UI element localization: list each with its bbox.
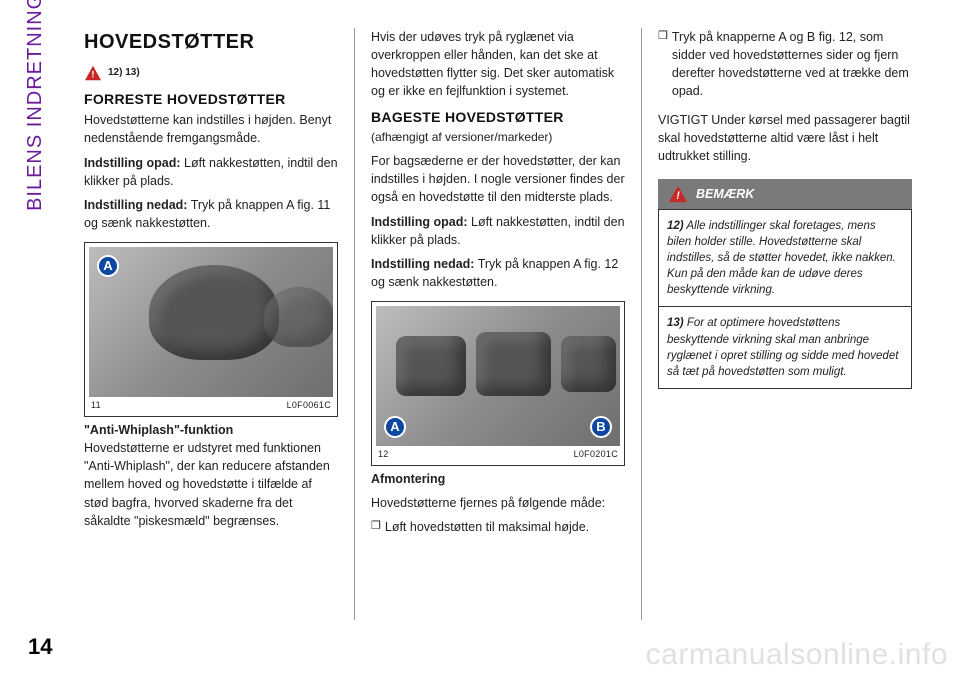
adjust-up-label: Indstilling opad:: [84, 156, 181, 170]
front-headrests-heading: FORRESTE HOVEDSTØTTER: [84, 89, 338, 109]
content-columns: HOVEDSTØTTER ! 12) 13) FORRESTE HOVEDSTØ…: [68, 28, 928, 620]
bullet-item: ❒ Tryk på knapperne A og B fig. 12, som …: [658, 28, 912, 101]
page-number: 14: [28, 634, 52, 660]
figure-badge-a: A: [384, 416, 406, 438]
column-2: Hvis der udøves tryk på ryglænet via ove…: [354, 28, 641, 620]
figure-11-caption: 11 L0F0061C: [89, 397, 333, 412]
figure-badge-a: A: [97, 255, 119, 277]
figure-12-image: A B: [376, 306, 620, 446]
warning-triangle-icon: !: [668, 185, 688, 203]
figure-12-caption: 12 L0F0201C: [376, 446, 620, 461]
figure-12: A B 12 L0F0201C: [371, 301, 625, 466]
figure-11: A 11 L0F0061C: [84, 242, 338, 417]
warning-ref-numbers: 12) 13): [108, 66, 140, 81]
figure-number: 12: [378, 448, 389, 461]
note-13-text: For at optimere hovedstøttens beskyttend…: [667, 317, 898, 377]
removal-heading: Afmontering: [371, 470, 625, 488]
removal-intro: Hovedstøtterne fjernes på følgende måde:: [371, 494, 625, 512]
paragraph: Indstilling opad: Løft nakkestøtten, ind…: [371, 213, 625, 249]
bullet-icon: ❒: [371, 518, 381, 536]
note-banner: ! BEMÆRK: [658, 179, 912, 209]
note-13-num: 13): [667, 317, 684, 329]
paragraph: Indstilling nedad: Tryk på knappen A fig…: [84, 196, 338, 232]
svg-text:!: !: [91, 69, 94, 80]
anti-whiplash-title: "Anti-Whiplash"-funktion: [84, 423, 233, 437]
note-12: 12) Alle indstillinger skal foretages, m…: [658, 209, 912, 307]
note-12-text: Alle indstillinger skal foretages, mens …: [667, 220, 896, 296]
bullet-text: Løft hovedstøtten til maksimal højde.: [385, 518, 589, 536]
figure-code: L0F0061C: [287, 399, 331, 412]
bullet-text: Tryk på knapperne A og B fig. 12, som si…: [672, 28, 912, 101]
figure-number: 11: [91, 399, 101, 412]
paragraph: Hovedstøtterne kan indstilles i højden. …: [84, 111, 338, 147]
bullet-icon: ❒: [658, 28, 668, 101]
column-3: ❒ Tryk på knapperne A og B fig. 12, som …: [641, 28, 928, 620]
paragraph: For bagsæderne er der hovedstøtter, der …: [371, 152, 625, 206]
note-13: 13) For at optimere hovedstøttens beskyt…: [658, 307, 912, 388]
main-heading: HOVEDSTØTTER: [84, 28, 338, 57]
adjust-up-label: Indstilling opad:: [371, 215, 468, 229]
figure-badge-b: B: [590, 416, 612, 438]
column-1: HOVEDSTØTTER ! 12) 13) FORRESTE HOVEDSTØ…: [68, 28, 354, 620]
bullet-item: ❒ Løft hovedstøtten til maksimal højde.: [371, 518, 625, 536]
anti-whiplash-paragraph: "Anti-Whiplash"-funktion Hovedstøtterne …: [84, 421, 338, 530]
figure-11-image: A: [89, 247, 333, 397]
rear-headrests-subnote: (afhængigt af versioner/markeder): [371, 129, 625, 146]
note-12-num: 12): [667, 220, 684, 232]
svg-text:!: !: [676, 190, 680, 202]
watermark: carmanualsonline.info: [646, 638, 948, 672]
warning-ref-row: ! 12) 13): [84, 65, 338, 81]
paragraph: Indstilling nedad: Tryk på knappen A fig…: [371, 255, 625, 291]
paragraph: Indstilling opad: Løft nakkestøtten, ind…: [84, 154, 338, 190]
warning-triangle-icon: !: [84, 65, 102, 81]
important-note: VIGTIGT Under kørsel med passagerer bagt…: [658, 111, 912, 165]
paragraph: Hvis der udøves tryk på ryglænet via ove…: [371, 28, 625, 101]
adjust-down-label: Indstilling nedad:: [84, 198, 187, 212]
anti-whiplash-text: Hovedstøtterne er udstyret med funktione…: [84, 441, 330, 528]
note-banner-label: BEMÆRK: [696, 185, 754, 203]
rear-headrests-heading: BAGESTE HOVEDSTØTTER: [371, 107, 625, 127]
figure-code: L0F0201C: [574, 448, 618, 461]
section-tab-label: BILENS INDRETNING: [24, 0, 47, 211]
adjust-down-label: Indstilling nedad:: [371, 257, 474, 271]
